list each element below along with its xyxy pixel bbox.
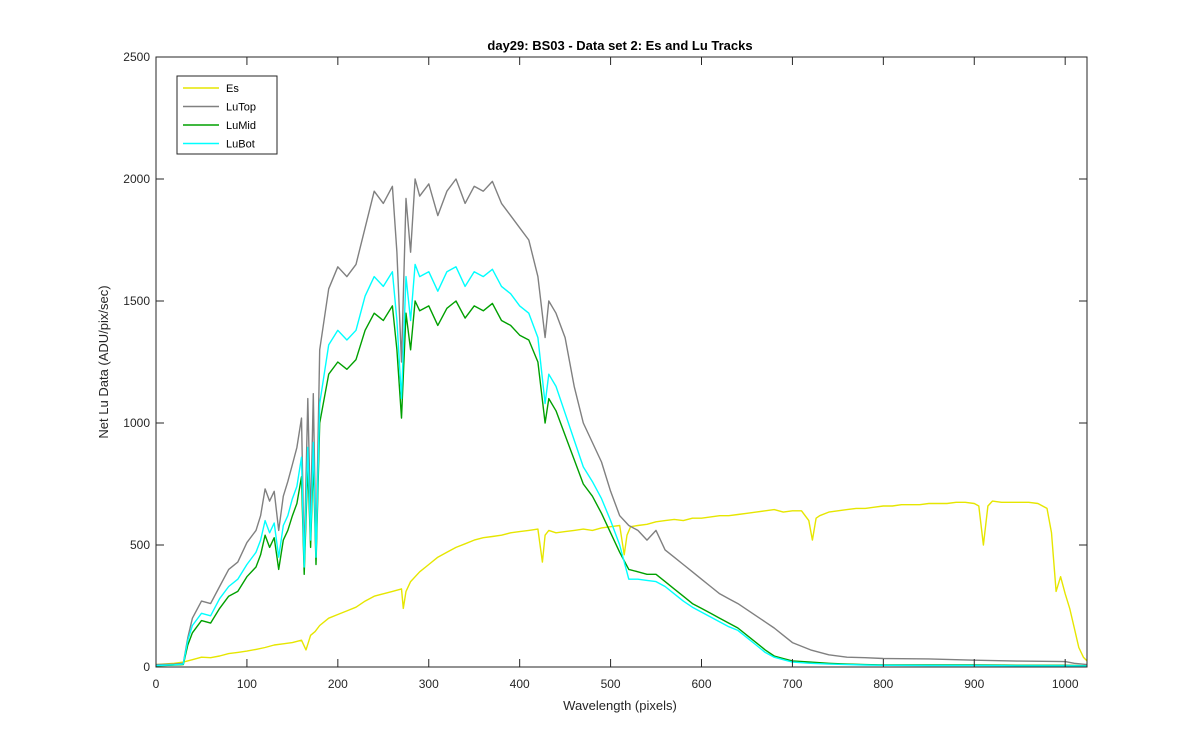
axes-layer: 0 100 200 300 400 500 600 700 800 900 1000 0 500 1000…: [123, 50, 1088, 691]
legend-label-lutop: LuTop: [226, 102, 256, 114]
x-tick-label: 200: [328, 677, 348, 691]
series-line-lumid: [155, 300, 1088, 667]
y-tick-label: 1000: [123, 416, 150, 430]
x-tick-label: 500: [601, 677, 621, 691]
x-tick-label: 0: [153, 677, 160, 691]
y-axis-label: Net Lu Data (ADU/pix/sec): [96, 285, 111, 438]
chart-title: day29: BS03 - Data set 2: Es and Lu Trac…: [487, 38, 752, 53]
x-tick-label: 900: [964, 677, 984, 691]
y-tick-label: 0: [143, 660, 150, 674]
y-tick-label: 1500: [123, 294, 150, 308]
y-tick-label: 2000: [123, 172, 150, 186]
axes-box: [155, 56, 1088, 668]
y-tick-label: 2500: [123, 50, 150, 64]
legend-label-lumid: LuMid: [226, 120, 256, 132]
y-tick-label: 500: [130, 538, 150, 552]
legend: Es LuTop LuMid LuBot: [176, 75, 278, 155]
x-tick-label: 600: [691, 677, 711, 691]
plot-area: [156, 57, 1087, 667]
x-tick-label: 800: [873, 677, 893, 691]
x-tick-label: 700: [782, 677, 802, 691]
series-line-lubot: [155, 263, 1088, 667]
plot-background: [156, 57, 1087, 667]
legend-box: [176, 75, 278, 155]
x-tick-label: 100: [237, 677, 257, 691]
x-tick-label: 400: [510, 677, 530, 691]
x-tick-label: 1000: [1052, 677, 1079, 691]
series-line-lutop: [155, 178, 1088, 666]
series-layer: [155, 178, 1088, 667]
x-tick-label: 300: [419, 677, 439, 691]
legend-label-es: Es: [226, 83, 239, 95]
x-axis-label: Wavelength (pixels): [563, 698, 677, 713]
legend-label-lubot: LuBot: [226, 139, 255, 151]
